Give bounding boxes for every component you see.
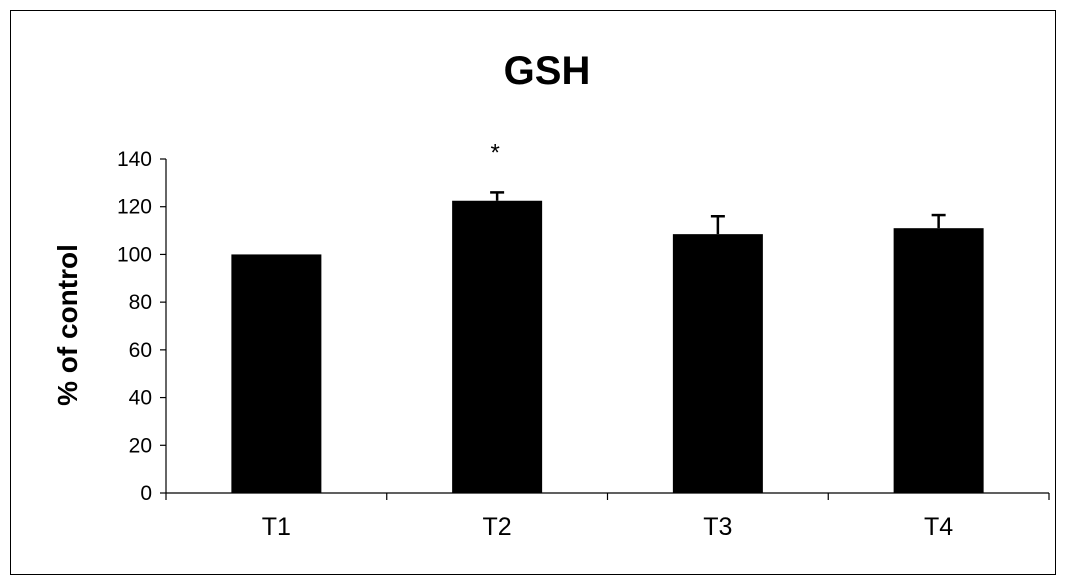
x-tick-label-T2: T2 bbox=[483, 513, 512, 541]
x-tick-label-T4: T4 bbox=[924, 513, 953, 541]
y-tick-label-0: 0 bbox=[140, 482, 152, 505]
x-tick-label-T1: T1 bbox=[262, 513, 291, 541]
y-axis-label: % of control bbox=[52, 244, 83, 406]
significance-marker-T2: * bbox=[490, 139, 499, 166]
y-tick-label-120: 120 bbox=[117, 196, 152, 219]
bar-T4 bbox=[893, 228, 984, 493]
y-tick-label-80: 80 bbox=[129, 291, 152, 314]
y-tick-label-140: 140 bbox=[117, 148, 152, 171]
plot-area: 0 20 40 60 80 100 120 140 T1 T2 * T3 T4 bbox=[117, 139, 1050, 541]
y-tick-label-40: 40 bbox=[129, 387, 152, 410]
y-tick-label-60: 60 bbox=[129, 339, 152, 362]
y-tick-label-20: 20 bbox=[129, 434, 152, 457]
bar-T3 bbox=[672, 234, 763, 493]
chart-title: GSH bbox=[504, 49, 591, 93]
bar-T1 bbox=[231, 254, 322, 493]
x-tick-label-T3: T3 bbox=[703, 513, 732, 541]
y-tick-label-100: 100 bbox=[117, 243, 152, 266]
bar-T2 bbox=[452, 200, 543, 493]
